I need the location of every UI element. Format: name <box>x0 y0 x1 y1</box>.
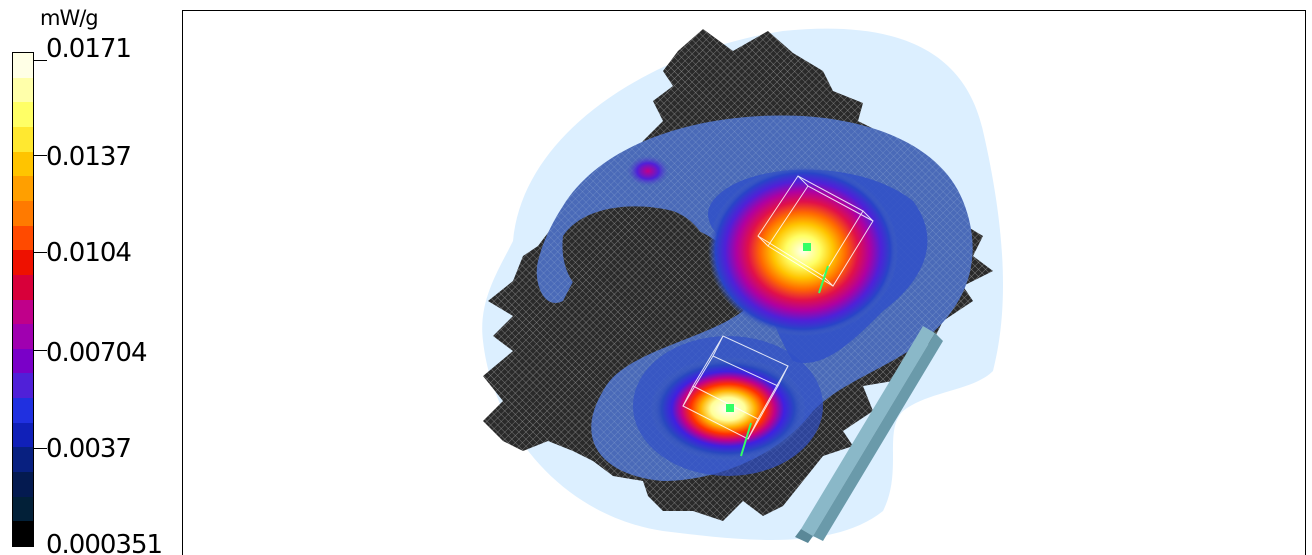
colorbar-swatch <box>13 250 33 276</box>
colorbar-swatch <box>13 200 33 227</box>
small-hotspot <box>626 155 670 187</box>
colorbar <box>12 52 34 547</box>
colorbar-swatch <box>13 299 33 326</box>
device-block-shadow <box>813 333 943 541</box>
colorbar-swatch <box>13 53 33 79</box>
device-block-face <box>801 326 935 536</box>
unit-label: mW/g <box>40 6 99 30</box>
colorbar-swatch <box>13 77 33 104</box>
colorbar-swatch <box>13 447 33 474</box>
colorbar-swatch <box>13 176 33 202</box>
colorbar-swatch <box>13 472 33 498</box>
colorbar-swatch <box>13 348 33 375</box>
colorbar-swatch <box>13 373 33 400</box>
tick-mark-1 <box>33 155 47 156</box>
lower-cube-wireframe <box>682 335 789 440</box>
colorbar-swatch <box>13 126 33 153</box>
colorbar-swatch <box>13 151 33 178</box>
colorbar-swatch <box>13 274 33 301</box>
tick-mark-3 <box>33 350 47 351</box>
colorbar-swatch <box>13 102 33 128</box>
tick-label-2: 0.0104 <box>46 238 132 268</box>
tick-label-5: 0.000351 <box>46 530 163 555</box>
color-scale-legend: mW/g 0.0171 0.0137 0.0104 0.00704 0.0037… <box>0 0 182 555</box>
upper-probe-line <box>818 265 829 294</box>
lower-peak-marker <box>726 404 734 412</box>
colorbar-swatch <box>13 521 33 546</box>
sar-viewport[interactable] <box>182 10 1306 555</box>
colorbar-swatch <box>13 324 33 350</box>
tick-mark-4 <box>33 448 47 449</box>
sar-scene <box>482 28 1003 543</box>
device-block-side <box>795 529 813 543</box>
tick-mark-2 <box>33 252 47 253</box>
tick-label-1: 0.0137 <box>46 142 132 172</box>
colorbar-swatch <box>13 422 33 449</box>
upper-peak-marker <box>803 243 811 251</box>
tick-label-4: 0.0037 <box>46 434 132 464</box>
colorbar-swatch <box>13 398 33 424</box>
colorbar-swatch <box>13 496 33 523</box>
tick-label-0: 0.0171 <box>46 34 132 64</box>
tick-mark-0 <box>33 60 47 61</box>
lower-probe-line <box>740 422 752 457</box>
tick-label-3: 0.00704 <box>46 338 148 368</box>
low-sar-hole <box>562 206 711 321</box>
colorbar-swatch <box>13 225 33 252</box>
